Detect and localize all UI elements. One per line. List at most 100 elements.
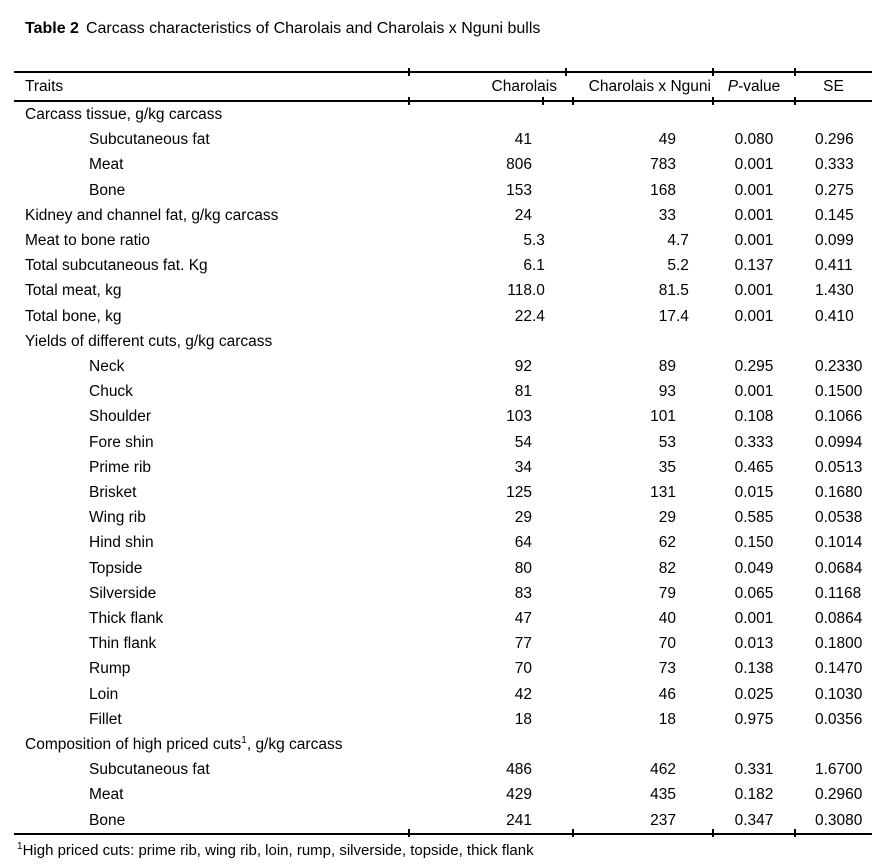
trait-label: Rump xyxy=(89,660,131,678)
charolais-value-cell: 80 xyxy=(514,559,532,577)
charolais-value-cell: 103 xyxy=(506,408,532,426)
rule-tick xyxy=(572,97,574,105)
charolais-x-nguni-value-cell: 33 xyxy=(658,206,676,224)
table-row: Thin flank 77 70 0.013 0.1800 xyxy=(14,631,872,656)
trait-cell: Loin xyxy=(14,682,409,707)
charolais-value-cell: 64 xyxy=(514,534,532,552)
p-value-cell: 0.001 xyxy=(734,282,774,300)
se-value-cell: 0.0684 xyxy=(815,559,863,577)
trait-label: Total subcutaneous fat. Kg xyxy=(25,257,208,275)
charolais-x-nguni-value-cell: 29 xyxy=(658,509,676,527)
trait-label: Kidney and channel fat, g/kg carcass xyxy=(25,206,279,224)
se-value-cell: 0.1066 xyxy=(815,408,863,426)
se-value-cell: 0.275 xyxy=(815,181,854,199)
charolais-x-nguni-value-cell: 131 xyxy=(650,484,676,502)
se-value-cell: 0.1014 xyxy=(815,534,863,552)
charolais-x-nguni-value-cell: 4.7 xyxy=(667,232,689,250)
rule-tick xyxy=(712,97,714,105)
p-value-rest: -value xyxy=(738,78,781,95)
charolais-x-nguni-value-cell: 40 xyxy=(658,610,676,628)
table-row: Meat to bone ratio 5.3 4.7 0.001 0.099 xyxy=(14,228,872,253)
trait-cell: Kidney and channel fat, g/kg carcass xyxy=(14,203,409,228)
se-value-cell: 0.410 xyxy=(815,307,854,325)
charolais-value-cell: 83 xyxy=(514,584,532,602)
p-value-cell: 0.015 xyxy=(734,484,774,502)
p-value-cell xyxy=(713,732,795,757)
charolais-x-nguni-value-cell: 53 xyxy=(658,433,676,451)
charolais-x-nguni-value-cell: 79 xyxy=(658,584,676,602)
trait-label: Topside xyxy=(89,559,143,577)
se-value-cell: 0.1680 xyxy=(815,484,863,502)
charolais-x-nguni-value-cell xyxy=(566,732,713,757)
se-value-cell: 0.333 xyxy=(815,156,854,174)
charolais-x-nguni-value-cell: 101 xyxy=(650,408,676,426)
p-value-cell: 0.065 xyxy=(734,584,774,602)
charolais-x-nguni-value-cell: 82 xyxy=(658,559,676,577)
trait-label: Brisket xyxy=(89,484,137,502)
charolais-value-cell: 806 xyxy=(506,156,532,174)
caption-label: Table 2 xyxy=(25,20,79,37)
p-value-cell: 0.333 xyxy=(734,433,774,451)
charolais-value-cell: 22.4 xyxy=(514,307,545,325)
trait-label: Chuck xyxy=(89,383,133,401)
table-body: Carcass tissue, g/kg carcass Subcutaneou… xyxy=(14,101,872,834)
trait-cell: Composition of high priced cuts1, g/kg c… xyxy=(14,732,409,757)
p-value-cell: 0.182 xyxy=(734,786,774,804)
table-row: Prime rib 34 35 0.465 0.0513 xyxy=(14,455,872,480)
rule-tick xyxy=(408,829,410,837)
rule-tick xyxy=(408,68,410,76)
trait-label: Total bone, kg xyxy=(25,307,122,325)
rule-tick xyxy=(408,97,410,105)
trait-label: Fore shin xyxy=(89,433,154,451)
charolais-value-cell: 5.3 xyxy=(523,232,545,250)
charolais-x-nguni-value-cell: 81.5 xyxy=(658,282,689,300)
charolais-x-nguni-value-cell: 49 xyxy=(658,131,676,149)
trait-label: Thick flank xyxy=(89,610,164,628)
trait-cell: Shoulder xyxy=(14,404,409,429)
charolais-x-nguni-value-cell xyxy=(566,101,713,127)
se-value-cell: 0.1030 xyxy=(815,685,863,703)
charolais-value-cell: 118.0 xyxy=(507,282,545,300)
p-value-cell: 0.138 xyxy=(734,660,774,678)
rule-tick xyxy=(565,68,567,76)
table-row: Carcass tissue, g/kg carcass xyxy=(14,101,872,127)
trait-cell: Prime rib xyxy=(14,455,409,480)
table-row: Rump 70 73 0.138 0.1470 xyxy=(14,656,872,681)
charolais-value-cell: 41 xyxy=(514,131,532,149)
table-caption: Table 2 Carcass characteristics of Charol… xyxy=(25,20,540,38)
table-row: Topside 80 82 0.049 0.0684 xyxy=(14,556,872,581)
table-row: Bone 153 168 0.001 0.275 xyxy=(14,178,872,203)
footnote-text: High priced cuts: prime rib, wing rib, l… xyxy=(22,842,534,859)
table-row: Chuck 81 93 0.001 0.1500 xyxy=(14,379,872,404)
charolais-x-nguni-value-cell: 435 xyxy=(650,786,676,804)
trait-label: Shoulder xyxy=(89,408,152,426)
rule-tick xyxy=(712,68,714,76)
p-value-cell: 0.049 xyxy=(734,559,774,577)
se-value-cell: 0.099 xyxy=(815,232,854,250)
rule-tick xyxy=(542,97,544,105)
trait-label: Neck xyxy=(89,358,125,376)
charolais-x-nguni-value-cell: 93 xyxy=(658,383,676,401)
charolais-value-cell: 92 xyxy=(514,358,532,376)
se-value-cell xyxy=(795,329,872,354)
trait-label: Bone xyxy=(89,811,126,829)
trait-label: Bone xyxy=(89,181,126,199)
table-row: Fillet 18 18 0.975 0.0356 xyxy=(14,707,872,732)
charolais-x-nguni-value-cell: 5.2 xyxy=(667,257,689,275)
trait-cell: Wing rib xyxy=(14,505,409,530)
p-value-cell: 0.013 xyxy=(734,635,774,653)
trait-label: Yields of different cuts, g/kg carcass xyxy=(25,332,273,350)
trait-label: Meat xyxy=(89,156,124,174)
table-row: Thick flank 47 40 0.001 0.0864 xyxy=(14,606,872,631)
charolais-x-nguni-value-cell: 46 xyxy=(658,685,676,703)
se-value-cell: 0.145 xyxy=(815,206,854,224)
p-value-cell: 0.001 xyxy=(734,232,774,250)
p-value-cell: 0.001 xyxy=(734,383,774,401)
se-value-cell: 0.296 xyxy=(815,131,854,149)
charolais-x-nguni-value-cell: 168 xyxy=(650,181,676,199)
trait-cell: Carcass tissue, g/kg carcass xyxy=(14,101,409,127)
table-row: Bone 241 237 0.347 0.3080 xyxy=(14,808,872,834)
charolais-value-cell: 54 xyxy=(514,433,532,451)
se-value-cell xyxy=(795,101,872,127)
